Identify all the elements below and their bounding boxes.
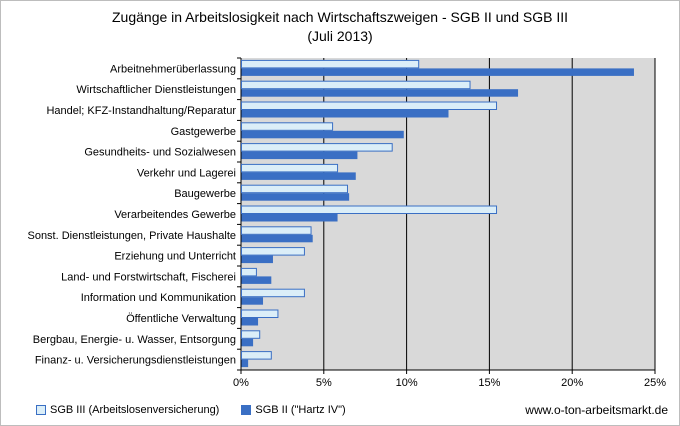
bar-sgb2: [241, 359, 249, 368]
category-label: Erziehung und Unterricht: [114, 251, 236, 263]
category-label: Verkehr und Lagerei: [137, 167, 236, 179]
bar-sgb3: [241, 267, 257, 277]
bar-sgb2: [241, 234, 313, 243]
category-label: Information und Kommunikation: [81, 292, 236, 304]
bar-sgb3: [241, 309, 279, 318]
bar-sgb2: [241, 297, 264, 305]
bar-sgb2: [241, 151, 358, 160]
category-label: Gastgewerbe: [171, 126, 236, 138]
x-tick-label: 20%: [561, 377, 583, 389]
category-label: Bergbau, Energie- u. Wasser, Entsorgung: [33, 334, 236, 346]
bar-sgb2: [241, 172, 356, 180]
bar-sgb2: [241, 255, 273, 264]
bar-sgb3: [241, 226, 312, 235]
x-tick-label: 15%: [478, 377, 500, 389]
bar-sgb2: [241, 276, 272, 284]
chart-title: Zugänge in Arbeitslosigkeit nach Wirtsch…: [112, 9, 568, 25]
bar-sgb2: [241, 110, 449, 118]
legend-item-sgb2: SGB II ("Hartz IV"): [241, 404, 346, 416]
bar-sgb3: [241, 330, 261, 339]
x-tick-label: 10%: [396, 377, 418, 389]
category-label: Land- und Forstwirtschaft, Fischerei: [61, 271, 236, 283]
x-tick-label: 25%: [644, 377, 666, 389]
bar-sgb3: [241, 247, 305, 256]
chart-title-block: Zugänge in Arbeitslosigkeit nach Wirtsch…: [0, 8, 680, 46]
bar-sgb3: [241, 59, 420, 69]
bar-sgb2: [241, 193, 350, 201]
category-label: Finanz- u. Versicherungsdienstleistungen: [35, 355, 236, 367]
bar-sgb2: [241, 338, 254, 347]
legend-swatch-sgb2: [241, 405, 252, 415]
bar-sgb3: [241, 288, 305, 298]
legend: SGB III (Arbeitslosenversicherung) SGB I…: [36, 404, 368, 416]
category-label: Verarbeitendes Gewerbe: [114, 209, 236, 221]
bar-sgb3: [241, 80, 471, 90]
category-label: Wirtschaftlicher Dienstleistungen: [76, 84, 236, 96]
x-tick-label: 0%: [233, 377, 249, 389]
bar-sgb2: [241, 214, 338, 222]
chart-subtitle: (Juli 2013): [307, 28, 373, 44]
bar-sgb3: [241, 143, 393, 152]
bar-sgb3: [241, 351, 272, 360]
bar-sgb2: [241, 318, 259, 326]
bar-sgb2: [241, 89, 519, 97]
bar-sgb3: [241, 205, 498, 214]
category-label: Öffentliche Verwaltung: [126, 313, 236, 325]
category-label: Gesundheits- und Sozialwesen: [84, 147, 236, 159]
x-tick-label: 5%: [316, 377, 332, 389]
legend-label-sgb3: SGB III (Arbeitslosenversicherung): [50, 404, 220, 416]
legend-item-sgb3: SGB III (Arbeitslosenversicherung): [36, 404, 219, 416]
source-credit: www.o-ton-arbeitsmarkt.de: [525, 403, 668, 417]
bar-sgb2: [241, 130, 404, 139]
legend-swatch-sgb3: [36, 405, 46, 415]
bar-sgb3: [241, 122, 334, 131]
category-label: Sonst. Dienstleistungen, Private Haushal…: [27, 230, 236, 242]
bar-sgb2: [241, 68, 634, 76]
bar-sgb3: [241, 163, 339, 173]
category-label: Arbeitnehmerüberlassung: [110, 63, 236, 75]
bar-sgb3: [241, 101, 498, 110]
category-label: Baugewerbe: [174, 188, 236, 200]
category-label: Handel; KFZ-Instandhaltung/Reparatur: [46, 105, 236, 117]
bar-sgb3: [241, 184, 348, 194]
legend-label-sgb2: SGB II ("Hartz IV"): [255, 404, 346, 416]
